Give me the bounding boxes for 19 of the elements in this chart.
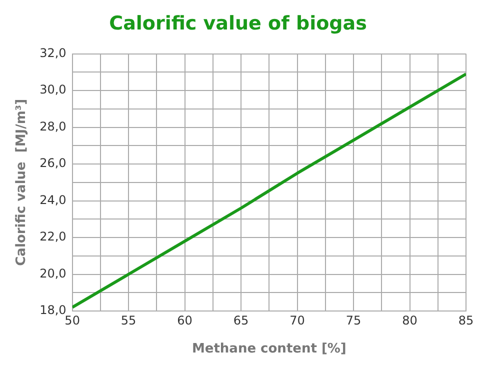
x-tick-label: 60 <box>177 313 192 328</box>
y-tick-label: 28,0 <box>40 119 66 134</box>
y-axis-title: Calorific value [MJ/m³] <box>14 98 30 266</box>
y-tick-label: 30,0 <box>40 82 66 97</box>
y-tick-label: 22,0 <box>40 230 66 244</box>
x-tick-label: 55 <box>120 313 136 328</box>
chart-title: Calorific value of biogas <box>109 12 367 34</box>
x-tick-label: 70 <box>290 313 305 328</box>
x-tick-label: 65 <box>233 313 249 328</box>
y-tick-label: 18,0 <box>40 303 66 318</box>
x-tick-label: 80 <box>402 313 418 328</box>
x-axis-title: Methane content [%] <box>192 342 346 357</box>
y-tick-label: 26,0 <box>40 156 66 170</box>
y-tick-label: 20,0 <box>40 266 66 280</box>
x-tick-label: 85 <box>458 313 474 328</box>
y-tick-label: 32,0 <box>40 46 66 60</box>
x-tick-label: 50 <box>64 313 80 328</box>
y-tick-label: 24,0 <box>40 192 66 207</box>
x-tick-label: 75 <box>346 313 362 328</box>
